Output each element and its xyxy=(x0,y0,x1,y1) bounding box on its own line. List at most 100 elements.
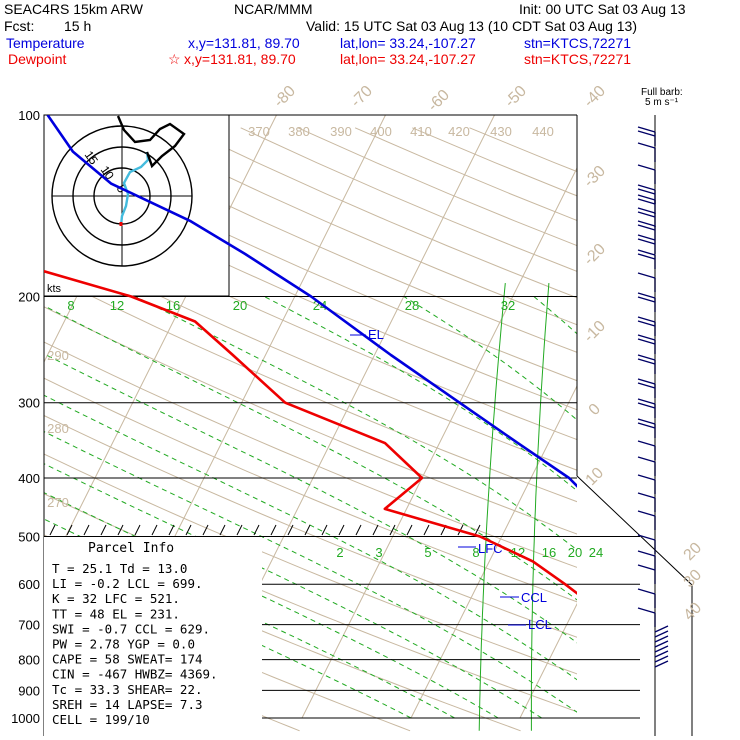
mixing-ratio-label: 28 xyxy=(405,298,419,313)
mixing-ratio-label: 8 xyxy=(472,545,479,560)
wind-barb-flag xyxy=(637,130,656,137)
annotation-ccl: CCL xyxy=(521,590,547,605)
mixing-ratio-label: 16 xyxy=(166,298,180,313)
wind-barb-flag xyxy=(654,655,669,663)
wind-barb-flag xyxy=(637,198,656,205)
wind-barb-flag xyxy=(637,220,656,227)
hodograph-units: kts xyxy=(47,283,62,295)
mixing-ratio-label: 3 xyxy=(375,545,382,560)
mixing-ratio-label: 20 xyxy=(233,298,247,313)
dry-adiabat-line xyxy=(44,414,577,638)
wind-barb-flag xyxy=(637,253,656,260)
isotherm-label: 0 xyxy=(586,401,604,419)
wind-barb-flag xyxy=(637,184,656,191)
mixing-ratio-label: 24 xyxy=(589,545,603,560)
parcel-info-row: CIN = -467 HWBZ= 4369. xyxy=(52,667,218,682)
header-fcst-label: Fcst: xyxy=(4,18,34,34)
dry-adiabat-line xyxy=(44,577,411,732)
isotherm-line xyxy=(301,166,577,719)
wind-barb-flag xyxy=(637,358,656,365)
isobar-hatch xyxy=(304,524,311,536)
dry-adiabat-line xyxy=(44,174,577,411)
parcel-info-row: Tc = 33.3 SHEAR= 22. xyxy=(52,682,203,697)
isotherm-label: -60 xyxy=(425,87,453,115)
hodograph-trace-upper xyxy=(116,115,186,169)
header-org: NCAR/MMM xyxy=(234,1,313,17)
isotherm-line xyxy=(410,384,577,719)
dry-adiabat-line xyxy=(44,206,577,441)
wind-barb-flag xyxy=(637,207,656,214)
isobar-hatch xyxy=(406,524,413,536)
mixing-ratio-label: 12 xyxy=(110,298,124,313)
isotherm-label: -20 xyxy=(581,241,609,269)
isobar-hatch xyxy=(338,524,345,536)
moist-adiabat-line xyxy=(44,492,499,719)
moist-adiabat-line xyxy=(403,296,577,421)
mixing-ratio-label: 8 xyxy=(67,298,74,313)
wind-barb-flag xyxy=(637,492,656,499)
wind-barb-flag xyxy=(637,188,656,195)
wind-barb-flag xyxy=(637,334,656,341)
wind-barb-flag xyxy=(637,224,656,231)
dew-location: x,y=131.81, 89.70 xyxy=(184,51,296,67)
wind-barb-flag xyxy=(654,635,669,643)
dry-adiabat-line xyxy=(412,127,577,197)
wind-barb-flag xyxy=(637,550,656,557)
wind-barb-flag xyxy=(637,456,656,463)
isotherm-label: -50 xyxy=(502,83,530,111)
wind-barb-flag xyxy=(637,402,656,409)
annotation-lfc: LFC xyxy=(478,541,503,556)
wind-barb-flag xyxy=(637,382,656,389)
pressure-tick-label: 500 xyxy=(18,529,40,544)
isobar-hatch xyxy=(100,524,107,536)
barb-key-units: 5 m s⁻¹ xyxy=(645,97,679,108)
wind-barb-flag xyxy=(637,316,656,323)
wind-barb-flag xyxy=(637,296,656,303)
isobar-hatch xyxy=(168,524,175,536)
wind-barb-flag xyxy=(637,564,656,571)
isotherm-label: -30 xyxy=(581,163,609,191)
dry-adiabat-line xyxy=(44,341,577,568)
temp-station: stn=KTCS,72271 xyxy=(524,35,631,51)
isotherm-line xyxy=(629,115,740,718)
dry-adiabat-line xyxy=(44,238,577,471)
dry-adiabat-line xyxy=(44,453,577,675)
dry-adiabat-label: 400 xyxy=(370,124,392,139)
wind-barb-flag xyxy=(637,510,656,517)
mixing-ratio-line xyxy=(711,283,728,731)
dry-adiabat-label: 270 xyxy=(47,495,69,510)
dry-adiabat-line xyxy=(469,127,577,173)
header-model: SEAC4RS 15km ARW xyxy=(4,1,144,17)
dewpoint-marker-icon: ☆ xyxy=(168,51,181,67)
isobar-hatch xyxy=(355,524,362,536)
isotherm-label: 40 xyxy=(681,599,706,624)
pressure-tick-label: 200 xyxy=(18,290,40,305)
isobar-hatch xyxy=(202,524,209,536)
wind-barb-flag xyxy=(637,194,656,201)
isotherm-line xyxy=(519,602,577,719)
pressure-tick-label: 300 xyxy=(18,396,40,411)
isotherm-label: 20 xyxy=(681,539,706,564)
isotherm-label: 30 xyxy=(681,566,706,591)
isobar-hatch xyxy=(49,524,56,536)
pressure-tick-label: 600 xyxy=(18,577,40,592)
dewpoint-line xyxy=(44,269,577,595)
isobar-hatch xyxy=(474,524,481,536)
isobar-hatch xyxy=(321,524,328,536)
dry-adiabat-label: 440 xyxy=(532,124,554,139)
dry-adiabat-line xyxy=(240,127,577,272)
dry-adiabat-line xyxy=(44,377,577,603)
wind-barb-flag xyxy=(654,640,669,648)
wind-barb-flag xyxy=(654,650,669,658)
dry-adiabat-label: 380 xyxy=(288,124,310,139)
wind-barb-flag xyxy=(637,398,656,405)
dry-adiabat-label: 370 xyxy=(248,124,270,139)
wind-barb-flag xyxy=(637,607,656,614)
pressure-tick-label: 1000 xyxy=(11,711,40,726)
wind-barb-flag xyxy=(637,234,656,241)
dry-adiabat-label: 280 xyxy=(47,421,69,436)
isobar-hatch xyxy=(389,524,396,536)
parcel-info-row: PW = 2.78 YGP = 0.0 xyxy=(52,637,195,652)
barb-key-title: Full barb: xyxy=(641,87,683,98)
isobar-hatch xyxy=(253,524,260,536)
